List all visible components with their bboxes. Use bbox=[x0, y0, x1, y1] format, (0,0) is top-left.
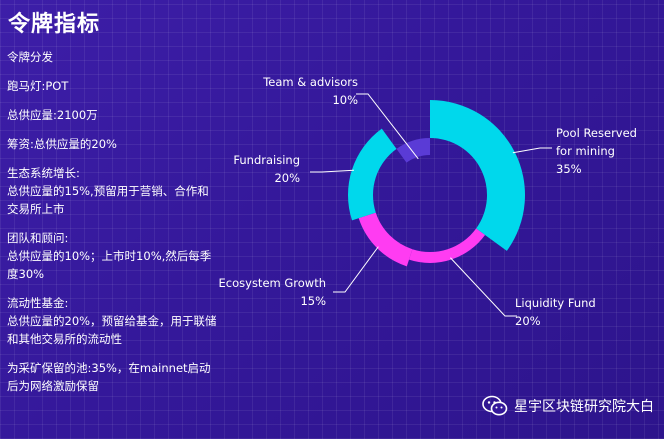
leader-line bbox=[310, 169, 354, 173]
info-line: 生态系统增长: bbox=[7, 166, 80, 180]
info-block: 为采矿保留的池:35%，在mainnet启动后为网络激励保留 bbox=[7, 359, 217, 395]
donut-slice bbox=[348, 128, 397, 221]
slice-label: for mining bbox=[556, 144, 615, 158]
leader-line bbox=[333, 246, 379, 293]
slice-label: Liquidity Fund bbox=[515, 296, 596, 310]
slice-label: 15% bbox=[300, 294, 326, 308]
slice-label: Ecosystem Growth bbox=[219, 276, 326, 290]
slice-label: 35% bbox=[556, 162, 582, 176]
leader-line bbox=[450, 257, 517, 317]
info-line: 为采矿保留的池:35%，在mainnet启动后为网络激励保留 bbox=[7, 361, 211, 393]
info-block: 总供应量:2100万 bbox=[7, 106, 217, 124]
slice-label: Fundraising bbox=[233, 153, 300, 167]
page-title: 令牌指标 bbox=[8, 12, 101, 37]
info-line: 总供应量:2100万 bbox=[7, 108, 98, 122]
slice-label: 10% bbox=[332, 93, 358, 107]
leader-line bbox=[356, 93, 419, 160]
info-line: 团队和顾问: bbox=[7, 231, 69, 245]
info-line: 总供应量的10%；上市时10%,然后每季度30% bbox=[7, 249, 212, 281]
info-block: 筹资:总供应量的20% bbox=[7, 135, 217, 153]
wechat-icon bbox=[482, 395, 508, 417]
footer-brand: 星宇区块链研究院大白 bbox=[482, 395, 654, 417]
info-line: 总供应量的20%，预留给基金，用于联储和其他交易所的流动性 bbox=[7, 314, 217, 346]
info-block: 令牌分发 bbox=[7, 48, 217, 66]
info-line: 流动性基金: bbox=[7, 296, 69, 310]
slice-label: 20% bbox=[274, 171, 300, 185]
donut-slice bbox=[396, 138, 430, 163]
slice-label: Team & advisors bbox=[262, 75, 358, 89]
info-line: 跑马灯:POT bbox=[7, 79, 69, 93]
info-block: 团队和顾问: 总供应量的10%；上市时10%,然后每季度30% bbox=[7, 229, 217, 283]
info-line: 总供应量的15%,预留用于营销、合作和交易所上市 bbox=[7, 184, 209, 216]
info-line: 筹资:总供应量的20% bbox=[7, 137, 117, 151]
slice-label: Pool Reserved bbox=[556, 126, 637, 140]
info-line: 令牌分发 bbox=[7, 50, 53, 64]
token-info-panel: 令牌分发跑马灯:POT 总供应量:2100万筹资:总供应量的20% 生态系统增长: 总… bbox=[7, 48, 217, 406]
donut-slice bbox=[358, 212, 413, 267]
info-block: 跑马灯:POT bbox=[7, 77, 217, 95]
leader-line bbox=[512, 147, 552, 154]
info-block: 生态系统增长: 总供应量的15%,预留用于营销、合作和交易所上市 bbox=[7, 164, 217, 218]
slice-label: 20% bbox=[515, 314, 541, 328]
info-block: 流动性基金: 总供应量的20%，预留给基金，用于联储和其他交易所的流动性 bbox=[7, 294, 217, 348]
donut-slice bbox=[408, 228, 486, 263]
footer-brand-text: 星宇区块链研究院大白 bbox=[514, 399, 654, 415]
donut-slice bbox=[430, 100, 525, 251]
